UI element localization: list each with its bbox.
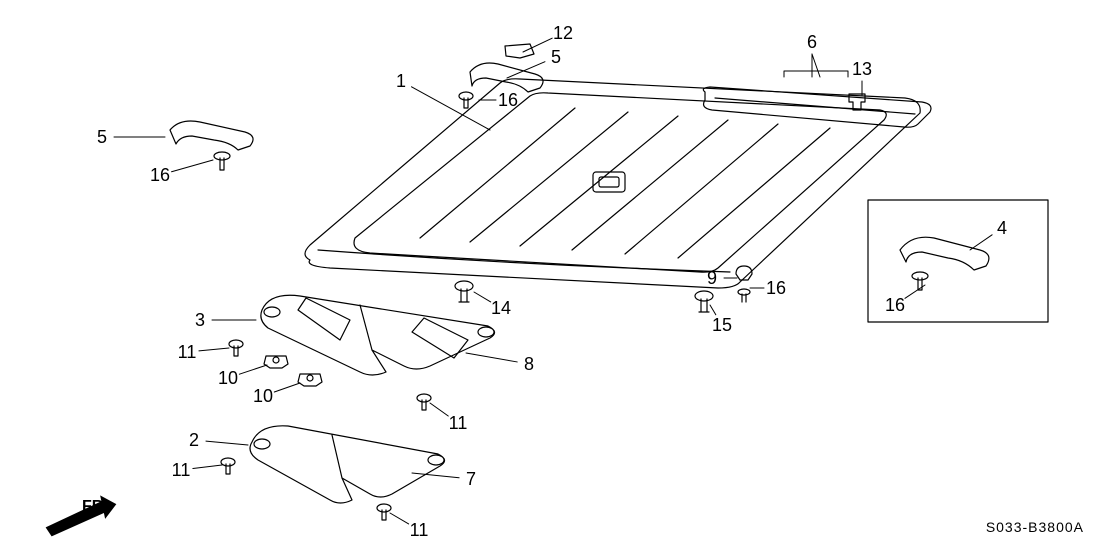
clip-12 bbox=[505, 44, 534, 58]
callout-16: 16 bbox=[498, 91, 518, 109]
screw-16-top bbox=[459, 92, 473, 108]
screw-11-c bbox=[221, 458, 235, 474]
callout-11: 11 bbox=[178, 343, 197, 361]
holder-10-a bbox=[264, 356, 288, 368]
callout-2: 2 bbox=[189, 431, 199, 449]
fr-arrow bbox=[41, 492, 120, 537]
callout-11: 11 bbox=[410, 521, 429, 539]
callout-12: 12 bbox=[553, 24, 573, 42]
callout-4: 4 bbox=[997, 219, 1007, 237]
part-code: S033-B3800A bbox=[986, 519, 1084, 535]
callout-7: 7 bbox=[466, 470, 476, 488]
diagram-stage: S033-B3800A FR. 151216613516416916151431… bbox=[0, 0, 1108, 553]
screw-16-mid bbox=[738, 289, 750, 302]
callout-3: 3 bbox=[195, 311, 205, 329]
grab-handle-left bbox=[170, 121, 253, 150]
callout-15: 15 bbox=[712, 316, 732, 334]
screw-11-a bbox=[229, 340, 243, 356]
callout-13: 13 bbox=[852, 60, 872, 78]
fastener-15 bbox=[695, 291, 713, 312]
callout-10: 10 bbox=[253, 387, 273, 405]
fastener-14 bbox=[455, 281, 473, 302]
diagram-svg bbox=[0, 0, 1108, 553]
callout-1: 1 bbox=[396, 72, 406, 90]
callout-10: 10 bbox=[218, 369, 238, 387]
callout-9: 9 bbox=[707, 269, 717, 287]
visor-pair-lower bbox=[250, 426, 445, 503]
callout-6: 6 bbox=[807, 33, 817, 51]
screw-11-b bbox=[417, 394, 431, 410]
callout-5: 5 bbox=[97, 128, 107, 146]
callout-14: 14 bbox=[491, 299, 511, 317]
callout-5: 5 bbox=[551, 48, 561, 66]
callout-16: 16 bbox=[766, 279, 786, 297]
callout-8: 8 bbox=[524, 355, 534, 373]
roof-liner bbox=[305, 79, 931, 288]
callout-16: 16 bbox=[150, 166, 170, 184]
screw-11-d bbox=[377, 504, 391, 520]
callout-11: 11 bbox=[449, 414, 468, 432]
callout-11: 11 bbox=[172, 461, 191, 479]
visor-pair-upper bbox=[261, 295, 495, 375]
holder-10-b bbox=[298, 374, 322, 386]
fr-label: FR. bbox=[82, 498, 108, 516]
callout-16: 16 bbox=[885, 296, 905, 314]
screw-16-left bbox=[214, 152, 230, 170]
